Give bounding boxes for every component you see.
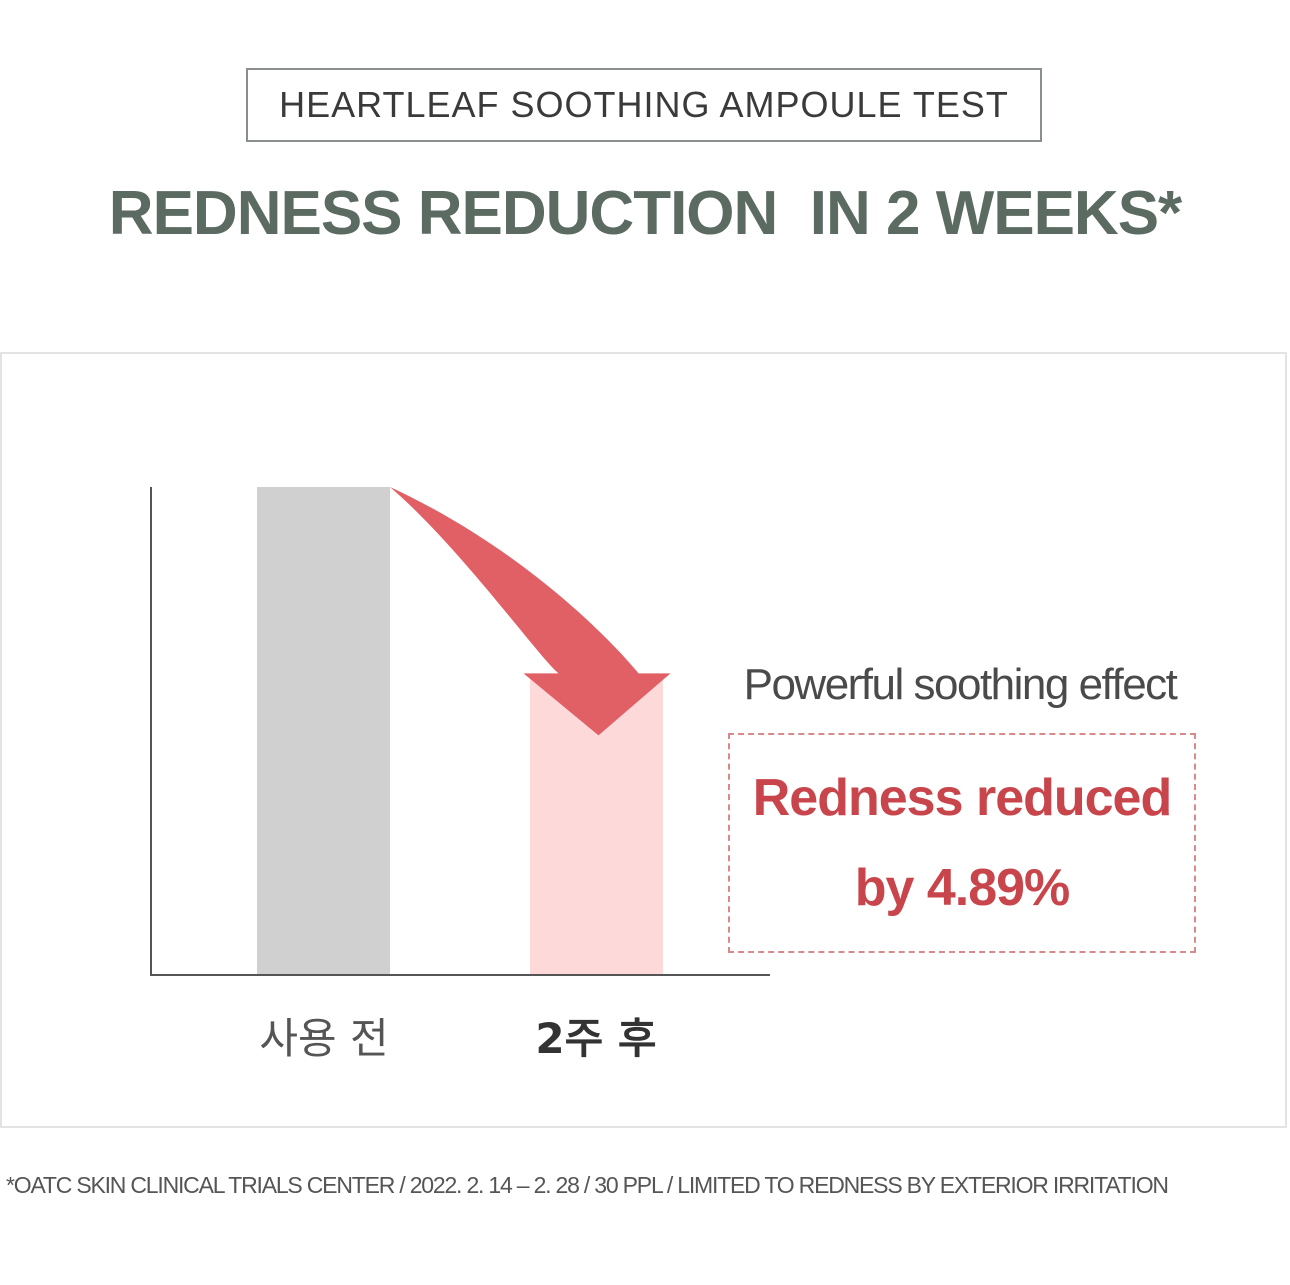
result-line-1: Redness reduced xyxy=(752,769,1172,827)
x-tick-label-after: 2주 후 xyxy=(535,1014,657,1063)
x-tick-label-before: 사용 전 xyxy=(259,1014,389,1063)
effect-subtitle: Powerful soothing effect xyxy=(743,660,1178,709)
result-callout-box: Redness reduced by 4.89% xyxy=(728,733,1196,953)
bar-0 xyxy=(257,487,390,975)
footnote: *OATC SKIN CLINICAL TRIALS CENTER / 2022… xyxy=(6,1172,1169,1198)
test-title-box: HEARTLEAF SOOTHING AMPOULE TEST xyxy=(246,68,1042,142)
headline: REDNESS REDUCTION IN 2 WEEKS* xyxy=(108,179,1182,248)
reduction-arrow xyxy=(390,487,671,736)
result-line-2: by 4.89% xyxy=(854,859,1071,917)
test-title: HEARTLEAF SOOTHING AMPOULE TEST xyxy=(279,84,1009,125)
